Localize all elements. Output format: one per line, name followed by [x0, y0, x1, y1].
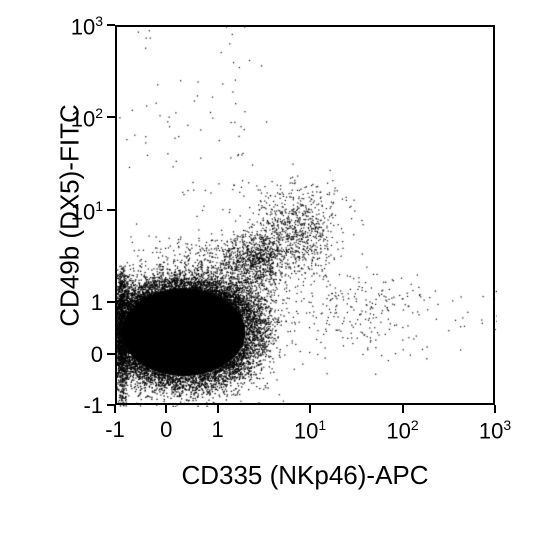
tick-label: 103 — [479, 417, 511, 444]
tick-label: 101 — [294, 417, 326, 444]
tick-mark — [107, 301, 115, 303]
tick-label: -1 — [53, 393, 103, 419]
tick-label: 1 — [53, 290, 103, 316]
tick-label: 103 — [53, 13, 103, 40]
tick-mark — [309, 405, 311, 413]
tick-mark — [402, 405, 404, 413]
tick-label: -1 — [105, 417, 125, 443]
x-axis-label: CD335 (NKp46)-APC — [155, 460, 455, 491]
flow-cytometry-scatter: CD49b (DX5)-FITC CD335 (NKp46)-APC -1011… — [0, 0, 540, 540]
tick-label: 101 — [53, 198, 103, 225]
tick-label: 0 — [53, 342, 103, 368]
tick-label: 102 — [53, 105, 103, 132]
tick-mark — [107, 24, 115, 26]
tick-mark — [217, 405, 219, 413]
tick-mark — [107, 116, 115, 118]
tick-mark — [114, 405, 116, 413]
tick-mark — [107, 404, 115, 406]
tick-mark — [494, 405, 496, 413]
tick-label: 0 — [160, 417, 172, 443]
plot-area — [115, 25, 495, 405]
scatter-canvas — [117, 27, 497, 407]
tick-mark — [165, 405, 167, 413]
tick-mark — [107, 209, 115, 211]
tick-label: 102 — [386, 417, 418, 444]
tick-mark — [107, 353, 115, 355]
tick-label: 1 — [211, 417, 223, 443]
